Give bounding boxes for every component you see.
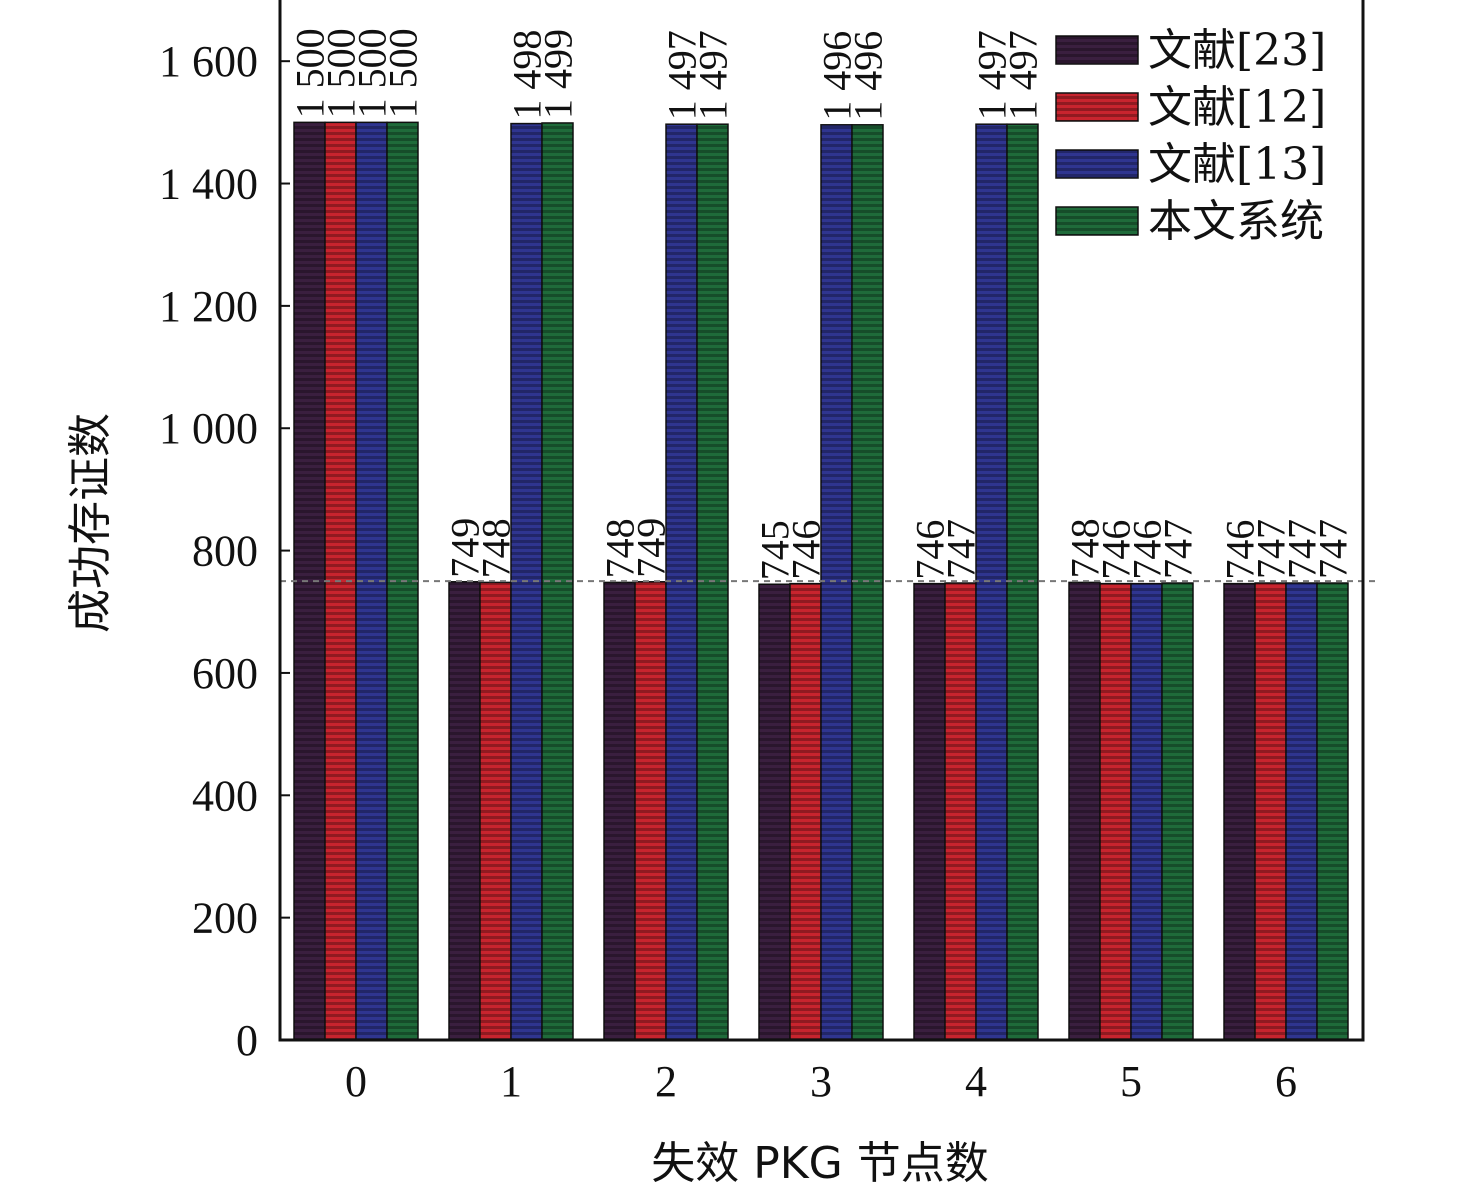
data-label: 748 xyxy=(474,518,519,578)
data-label: 747 xyxy=(1311,519,1356,579)
bar xyxy=(851,124,884,1041)
data-label: 1 500 xyxy=(350,28,395,118)
legend-label: 文献[13] xyxy=(1148,139,1326,190)
plot-frame xyxy=(278,0,1365,1042)
legend-entry: 文献[23] xyxy=(1055,25,1326,76)
bar xyxy=(789,582,822,1041)
legend-label: 文献[23] xyxy=(1148,25,1326,76)
legend-entry: 文献[12] xyxy=(1055,82,1326,133)
legend-label: 本文系统 xyxy=(1148,196,1324,247)
x-tick-label: 0 xyxy=(345,1057,367,1106)
y-axis-title: 成功存证数 xyxy=(65,413,116,633)
bar xyxy=(1285,582,1318,1041)
x-axis-title: 失效 PKG 节点数 xyxy=(651,1138,988,1189)
data-label: 748 xyxy=(598,518,643,578)
data-label: 1 500 xyxy=(319,28,364,118)
legend: 文献[23] 文献[12] 文献[13] 本文系统 xyxy=(1055,25,1326,247)
y-tick-label: 1 600 xyxy=(159,37,258,86)
data-label: 746 xyxy=(1094,520,1139,580)
x-tick-label: 2 xyxy=(655,1057,677,1106)
bar xyxy=(975,123,1008,1041)
data-label: 1 496 xyxy=(846,31,891,121)
data-label: 749 xyxy=(443,518,488,578)
x-tick-label: 4 xyxy=(965,1057,987,1106)
bar xyxy=(913,582,946,1041)
bar xyxy=(1099,582,1132,1041)
data-label: 747 xyxy=(939,519,984,579)
y-tick-label: 1 200 xyxy=(159,282,258,331)
data-label: 1 497 xyxy=(660,30,705,120)
y-tick-label: 1 400 xyxy=(159,160,258,209)
x-tick-label: 3 xyxy=(810,1057,832,1106)
bar xyxy=(634,581,667,1041)
x-tick-label: 1 xyxy=(500,1057,522,1106)
data-label: 748 xyxy=(1063,518,1108,578)
data-label: 1 499 xyxy=(536,29,581,119)
bar xyxy=(1254,582,1287,1041)
y-tick-label: 200 xyxy=(192,894,258,943)
data-label: 1 498 xyxy=(505,30,550,120)
y-tick-label: 800 xyxy=(192,527,258,576)
bar xyxy=(1130,582,1163,1041)
data-label: 746 xyxy=(1125,520,1170,580)
x-tick-label: 5 xyxy=(1120,1057,1142,1106)
data-label: 746 xyxy=(1218,520,1263,580)
bar xyxy=(479,581,512,1041)
y-tick-label: 1 000 xyxy=(159,404,258,453)
data-label: 1 497 xyxy=(970,30,1015,120)
data-label: 1 500 xyxy=(288,28,333,118)
data-label: 746 xyxy=(784,520,829,580)
bar xyxy=(1161,582,1194,1041)
data-label: 1 496 xyxy=(815,31,860,121)
legend-entry: 本文系统 xyxy=(1055,196,1324,247)
bar xyxy=(1316,582,1349,1041)
data-label: 1 497 xyxy=(691,30,736,120)
data-label: 747 xyxy=(1156,519,1201,579)
axes-layer: 0 200 400 600 800 1 000 1 200 1 400 1 600 0 1 2 3 4 5 6 xyxy=(159,0,1380,1106)
bar xyxy=(758,583,791,1041)
bar xyxy=(1223,582,1256,1041)
bar xyxy=(448,581,481,1041)
data-label: 749 xyxy=(629,518,674,578)
y-tick-label: 600 xyxy=(192,649,258,698)
legend-entry: 文献[13] xyxy=(1055,139,1326,190)
bar xyxy=(603,581,636,1041)
data-label: 745 xyxy=(753,520,798,580)
data-label: 746 xyxy=(908,520,953,580)
data-label: 1 497 xyxy=(1001,30,1046,120)
data-label: 1 500 xyxy=(381,28,426,118)
bar xyxy=(944,582,977,1041)
data-label: 747 xyxy=(1280,519,1325,579)
y-tick-label: 0 xyxy=(236,1016,258,1065)
bar xyxy=(1068,581,1101,1041)
x-tick-label: 6 xyxy=(1275,1057,1297,1106)
y-tick-label: 400 xyxy=(192,771,258,820)
bar xyxy=(293,121,326,1041)
bar xyxy=(820,124,853,1041)
data-label: 747 xyxy=(1249,519,1294,579)
legend-label: 文献[12] xyxy=(1148,82,1326,133)
